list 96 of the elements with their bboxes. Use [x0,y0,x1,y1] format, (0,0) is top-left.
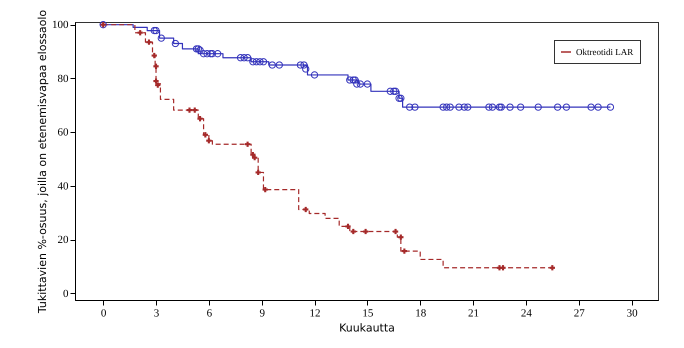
x-tick-label: 18 [415,308,427,320]
point [302,65,310,73]
x-tick-label: 15 [362,308,374,320]
point [485,103,493,111]
y-tick-label: 60 [58,126,69,139]
point [138,30,143,36]
point [155,82,160,88]
point [351,76,359,84]
point [594,103,602,111]
point [554,103,562,111]
point [152,52,157,58]
point [206,138,212,144]
point [356,80,364,88]
x-tick-label: 3 [154,308,160,320]
point [262,186,268,192]
point [587,103,595,111]
point [206,50,214,58]
point [249,58,257,66]
x-tick-label: 21 [468,308,480,320]
point [516,103,524,111]
point [500,265,506,270]
point [310,71,318,79]
point [550,265,555,270]
point [455,103,463,111]
point [296,61,304,69]
point [506,103,514,111]
point [398,234,404,240]
point [208,50,216,58]
point [496,103,504,111]
x-tick-label: 0 [100,308,107,320]
point [362,228,368,234]
point [411,103,419,111]
x-tick-label: 12 [310,308,321,320]
point [353,80,360,88]
point [562,103,570,111]
point [446,103,454,111]
point [150,26,158,34]
point [364,80,372,88]
point [192,45,200,53]
x-tick-label: 9 [259,308,266,320]
point [200,50,208,58]
point [252,58,260,66]
point [244,54,252,62]
y-tick-label: 40 [58,180,69,192]
point [194,45,202,53]
point [244,142,250,147]
point [402,248,408,254]
point [460,103,468,111]
y-tick-label: 20 [58,234,69,246]
x-axis-title: Kuukautta [339,322,395,334]
point [390,88,398,95]
point [488,103,496,111]
point [276,61,283,69]
point [406,103,414,111]
point [158,34,165,42]
point [303,206,308,212]
point [256,170,261,176]
point [214,50,222,58]
point [439,103,447,111]
x-tick-label: 6 [206,308,213,320]
point [268,61,276,69]
point [202,132,208,138]
point [498,103,505,111]
point [300,61,308,69]
point [392,88,400,95]
point [196,46,204,54]
point [464,103,472,111]
point [534,103,542,111]
point [153,64,159,69]
point [192,107,198,113]
point [346,76,354,84]
x-tick-label: 27 [574,308,586,320]
point [386,88,394,95]
point [350,76,357,84]
point [197,116,203,122]
y-tick-label: 100 [52,19,69,32]
point [203,50,211,58]
point [152,26,160,34]
point [606,103,614,111]
x-tick-label: 30 [626,308,638,320]
y-axis-title: Tukittavien %-osuus, joilla on etenemisvapaa elossaolo [36,10,49,314]
point [442,103,450,111]
point [395,94,403,102]
point [260,58,268,66]
x-tick-label: 24 [520,308,532,320]
y-tick-label: 80 [58,72,69,85]
y-tick-label: 0 [63,288,69,300]
legend-label: Oktreotidi LAR [576,47,634,57]
point [350,228,356,234]
point [146,40,152,45]
point [256,58,264,66]
point [397,94,405,102]
point [240,54,248,62]
point [172,40,180,48]
point [236,54,244,62]
point [252,154,258,160]
